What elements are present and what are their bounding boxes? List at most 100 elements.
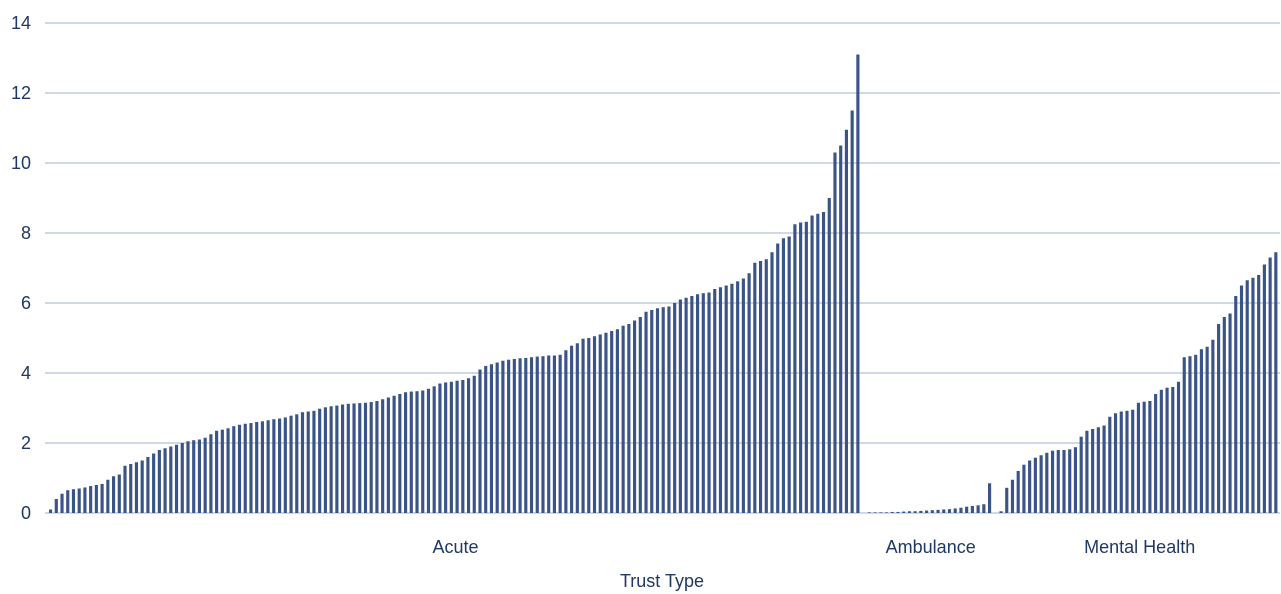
bar-acute xyxy=(66,490,70,513)
bar-acute xyxy=(804,221,808,514)
bar-acute xyxy=(787,236,791,513)
bar-acute xyxy=(472,375,476,513)
bar-acute xyxy=(747,273,751,513)
bar-mental-health xyxy=(1268,257,1272,513)
bar-ambulance xyxy=(884,512,889,513)
bar-mental-health xyxy=(1251,277,1255,513)
bar-acute xyxy=(850,110,854,513)
bar-ambulance xyxy=(965,506,969,513)
bar-mental-health xyxy=(1245,280,1249,513)
bar-acute xyxy=(117,474,121,513)
bar-acute xyxy=(186,441,190,513)
bar-mental-health xyxy=(1085,430,1089,513)
x-axis-title: Trust Type xyxy=(620,571,704,591)
bar-acute xyxy=(89,486,93,513)
bar-acute xyxy=(587,338,591,513)
bar-acute xyxy=(54,499,58,513)
bar-acute xyxy=(444,382,448,513)
bar-acute xyxy=(283,417,287,513)
y-tick-label: 12 xyxy=(11,83,31,103)
bar-acute xyxy=(129,464,133,513)
bar-acute xyxy=(398,394,402,513)
bar-acute xyxy=(358,403,362,513)
bar-acute xyxy=(381,399,385,513)
bar-ambulance xyxy=(925,510,929,513)
bar-ambulance xyxy=(913,511,917,513)
bar-acute xyxy=(655,308,660,513)
bar-mental-health xyxy=(1159,389,1163,513)
bar-acute xyxy=(793,224,797,513)
bar-acute xyxy=(243,423,247,513)
bar-mental-health xyxy=(1171,387,1175,513)
bar-acute xyxy=(604,332,608,513)
bar-acute xyxy=(169,446,173,513)
bar-mental-health xyxy=(1239,285,1244,513)
bar-acute xyxy=(403,392,408,513)
bar-mental-health xyxy=(1005,487,1009,513)
bar-acute xyxy=(329,406,333,513)
bar-mental-health xyxy=(1205,346,1209,513)
bar-acute xyxy=(94,485,98,513)
bar-acute xyxy=(266,420,270,513)
x-group-label: Acute xyxy=(432,537,478,557)
bar-acute xyxy=(455,380,459,513)
bar-ambulance xyxy=(970,506,974,513)
bar-acute xyxy=(633,320,637,513)
bar-mental-health xyxy=(1211,339,1215,513)
bar-mental-health xyxy=(1062,450,1066,513)
bar-acute xyxy=(466,378,471,513)
bar-acute xyxy=(695,294,700,513)
bar-acute xyxy=(552,355,556,513)
bar-acute xyxy=(232,426,236,513)
bar-acute xyxy=(295,414,299,513)
bar-mental-health xyxy=(1039,455,1043,513)
bar-acute xyxy=(157,450,161,513)
bar-mental-health xyxy=(1045,452,1049,513)
bar-acute xyxy=(449,381,453,513)
x-group-label: Mental Health xyxy=(1084,537,1195,557)
bar-acute xyxy=(237,424,242,513)
bar-mental-health xyxy=(1165,387,1169,513)
bar-mental-health xyxy=(1222,317,1226,513)
bar-mental-health xyxy=(1262,264,1266,513)
bar-acute xyxy=(426,388,431,513)
bar-acute xyxy=(581,338,585,513)
bar-acute xyxy=(226,428,230,513)
bar-mental-health xyxy=(1188,356,1192,513)
y-tick-label: 0 xyxy=(21,503,31,523)
y-tick-label: 10 xyxy=(11,153,31,173)
bar-acute xyxy=(341,404,345,513)
bar-acute xyxy=(220,429,224,513)
y-axis-ticks: 0 2 4 6 8 10 12 14 xyxy=(11,13,31,523)
bar-acute xyxy=(478,369,482,513)
bar-mental-health xyxy=(1228,313,1232,513)
bar-acute xyxy=(610,331,614,513)
bar-acute xyxy=(575,343,579,513)
bar-acute xyxy=(100,483,104,513)
bar-acute xyxy=(386,397,390,513)
bar-acute xyxy=(323,407,327,513)
bar-ambulance xyxy=(953,508,957,513)
bar-acute xyxy=(713,289,717,513)
bar-acute xyxy=(484,366,488,513)
bar-acute xyxy=(570,345,574,513)
bar-acute xyxy=(690,296,694,513)
x-group-label: Ambulance xyxy=(886,537,976,557)
bar-acute xyxy=(741,278,745,513)
bar-acute xyxy=(827,198,831,513)
bar-acute xyxy=(718,287,723,513)
bar-acute xyxy=(461,380,465,513)
bar-acute xyxy=(495,362,499,513)
bar-acute xyxy=(60,493,64,513)
bar-acute xyxy=(799,222,803,513)
bar-ambulance xyxy=(896,511,900,513)
bar-acute xyxy=(856,54,860,513)
bar-mental-health xyxy=(1234,296,1238,513)
bar-ambulance xyxy=(988,483,992,513)
bar-mental-health xyxy=(1142,401,1146,513)
bar-acute xyxy=(758,261,763,513)
bar-mental-health xyxy=(1199,349,1203,513)
bar-mental-health xyxy=(1028,460,1032,513)
bar-mental-health xyxy=(1016,471,1020,513)
bar-mental-health xyxy=(1096,427,1100,513)
